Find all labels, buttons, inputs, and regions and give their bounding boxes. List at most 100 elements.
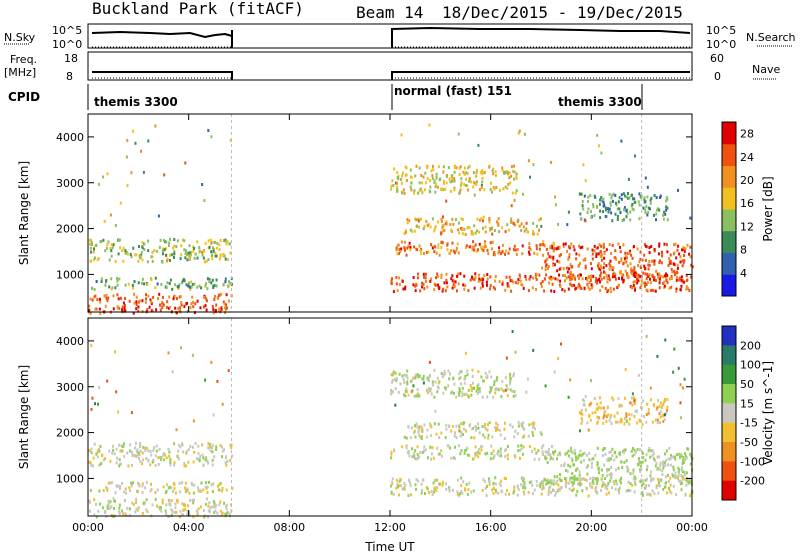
range-cell <box>88 308 91 312</box>
range-cell <box>610 450 613 454</box>
range-cell <box>225 240 228 243</box>
range-cell <box>179 515 181 519</box>
range-cell <box>184 503 187 507</box>
range-cell <box>560 486 563 489</box>
range-cell <box>493 383 496 387</box>
range-cell <box>466 453 469 457</box>
range-cell <box>554 493 557 497</box>
range-cell <box>494 391 497 395</box>
range-cell <box>622 218 625 222</box>
range-cell <box>631 256 634 260</box>
range-cell <box>107 240 110 244</box>
range-cell <box>461 433 464 437</box>
range-cell <box>651 259 654 263</box>
range-cell <box>434 409 437 413</box>
range-cell <box>437 381 440 385</box>
range-cell <box>525 227 528 231</box>
range-cell <box>155 249 158 253</box>
range-cell <box>133 301 136 305</box>
colorbar-segment <box>722 122 736 145</box>
range-cell <box>401 174 404 178</box>
range-cell <box>579 246 582 250</box>
range-cell <box>634 409 637 413</box>
range-cell <box>506 457 509 461</box>
range-cell <box>514 191 517 195</box>
range-cell <box>488 482 491 486</box>
range-cell <box>111 481 113 485</box>
range-cell <box>670 267 673 271</box>
range-cell <box>409 248 412 252</box>
range-cell <box>625 209 628 213</box>
range-cell <box>440 230 443 234</box>
range-cell <box>591 411 594 415</box>
range-cell <box>664 452 666 456</box>
range-cell <box>666 398 669 401</box>
range-cell <box>434 190 437 194</box>
range-cell <box>659 464 662 468</box>
range-cell <box>633 490 636 494</box>
range-cell <box>496 220 498 224</box>
range-cell <box>666 206 669 210</box>
range-cell <box>497 251 500 255</box>
y-tick-label: 3000 <box>56 177 84 190</box>
range-cell <box>683 377 686 381</box>
range-cell <box>578 253 581 257</box>
range-cell <box>390 450 393 454</box>
range-cell <box>643 264 646 268</box>
range-cell <box>162 451 165 455</box>
freq-label-1: Freq. <box>10 53 37 66</box>
range-cell <box>445 423 448 427</box>
range-cell <box>426 285 429 289</box>
range-cell <box>680 466 683 470</box>
range-cell <box>618 196 621 200</box>
range-cell <box>571 489 574 492</box>
range-cell <box>225 503 228 507</box>
range-cell <box>401 445 404 449</box>
range-cell <box>460 370 463 374</box>
range-cell <box>417 217 420 221</box>
range-cell <box>453 431 456 435</box>
range-cell <box>472 171 475 175</box>
range-cell <box>639 469 642 473</box>
range-cell <box>110 505 113 509</box>
range-cell <box>581 398 584 402</box>
range-cell <box>169 460 172 464</box>
range-cell <box>168 282 171 285</box>
range-cell <box>164 509 167 513</box>
range-cell <box>403 435 406 439</box>
range-cell <box>461 391 464 395</box>
range-cell <box>423 224 426 228</box>
range-cell <box>648 246 651 250</box>
range-cell <box>481 219 484 223</box>
range-cell <box>392 370 395 374</box>
range-cell <box>600 258 603 262</box>
range-cell <box>620 139 623 143</box>
range-cell <box>450 249 453 253</box>
range-cell <box>158 506 161 509</box>
range-cell <box>682 461 685 464</box>
range-cell <box>481 425 484 428</box>
range-cell <box>221 489 224 493</box>
range-cell <box>214 309 217 312</box>
range-cell <box>226 511 229 515</box>
range-cell <box>392 290 395 294</box>
range-cell <box>453 177 456 181</box>
range-cell <box>477 370 480 374</box>
range-cell <box>433 180 436 184</box>
range-cell <box>507 284 510 288</box>
range-cell <box>520 228 523 232</box>
range-cell <box>522 426 524 430</box>
colorbar-segment <box>722 480 736 501</box>
range-cell <box>533 488 536 492</box>
range-cell <box>448 424 451 428</box>
range-cell <box>214 509 217 513</box>
range-cell <box>211 443 214 447</box>
range-cell <box>144 446 147 450</box>
range-cell <box>603 482 606 486</box>
range-cell <box>126 506 129 510</box>
range-cell <box>470 490 473 494</box>
range-cell <box>559 453 562 457</box>
range-cell <box>184 481 187 485</box>
range-cell <box>395 282 398 286</box>
range-cell <box>460 490 463 493</box>
